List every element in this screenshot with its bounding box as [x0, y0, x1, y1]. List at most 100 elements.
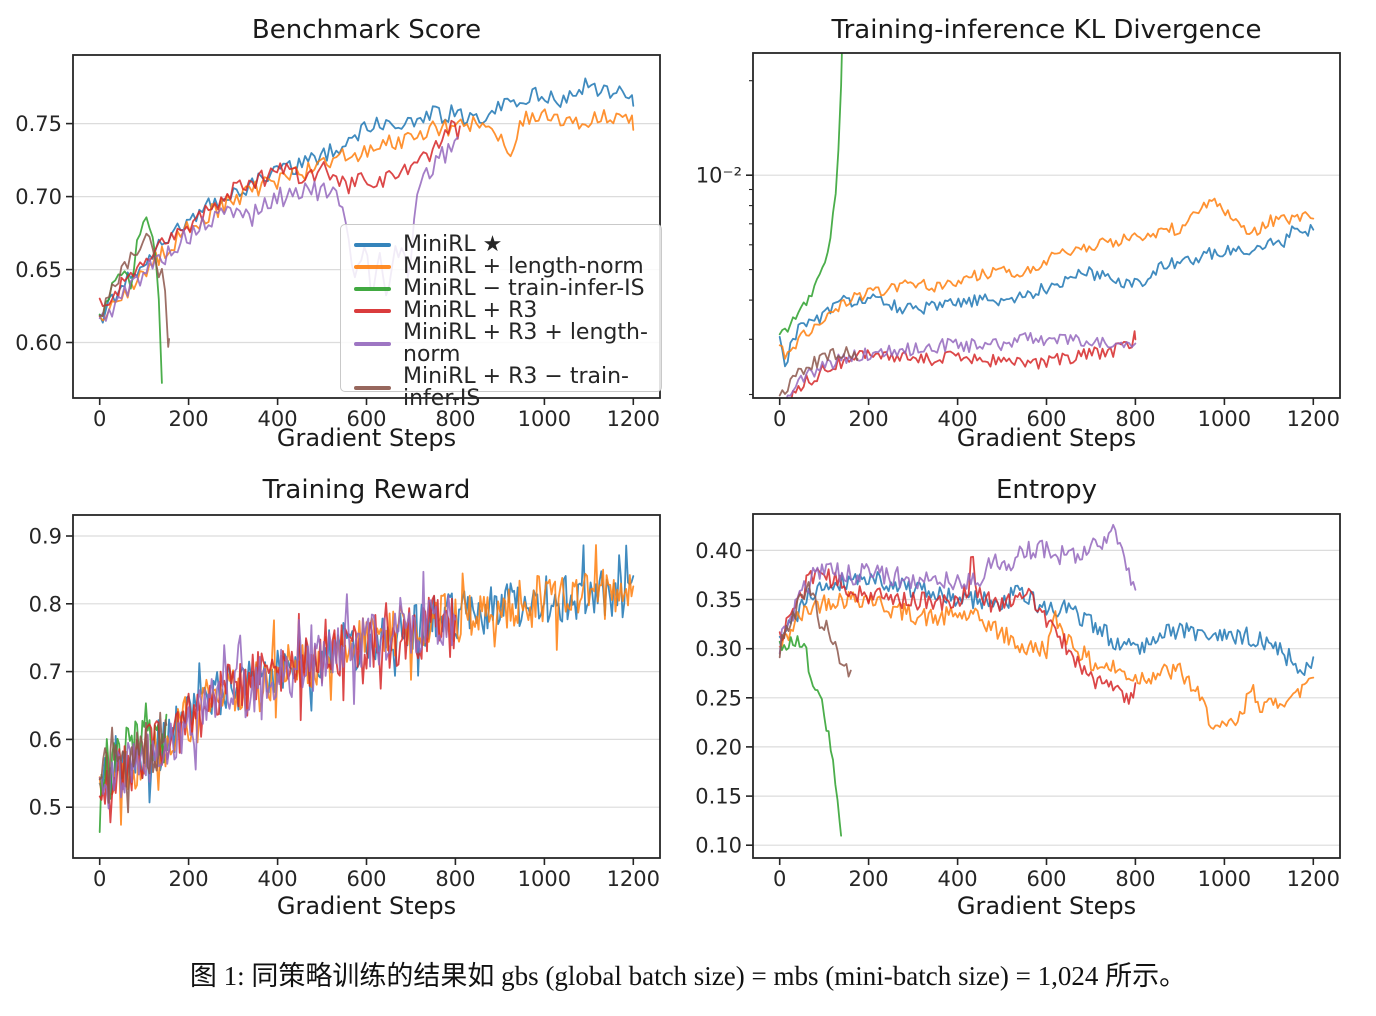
x-tick-label: 1000: [1198, 407, 1251, 431]
x-tick-label: 1200: [607, 867, 660, 891]
series-line: [98, 216, 163, 384]
x-tick-label: 600: [346, 867, 386, 891]
x-tick-label: 600: [1026, 407, 1066, 431]
legend-line-swatch: [354, 243, 391, 247]
kl-divergence-plot: 0 200 400 600 800 1000 1200 10⁻²: [696, 52, 1341, 431]
y-tick-label: 0.15: [695, 785, 742, 809]
y-tick-label: 0.25: [695, 686, 742, 710]
legend: MiniRL ★ MiniRL + length-norm MiniRL − tra…: [340, 224, 662, 410]
chart-title-benchmark-score: Benchmark Score: [251, 15, 482, 45]
legend-item: MiniRL − train-infer-IS: [354, 278, 655, 300]
y-tick-label: 10⁻²: [696, 164, 742, 188]
legend-item-label: MiniRL + R3 − train-infer-IS: [403, 364, 629, 411]
y-tick-label: 0.75: [15, 112, 62, 136]
series-line: [790, 330, 1137, 398]
x-axis-label: Gradient Steps: [956, 424, 1137, 452]
x-tick-label: 0: [773, 407, 786, 431]
training-reward-plot: 0 200 400 600 800 1000 1200 0.5 0.6 0.7 0.8 0.9: [29, 514, 661, 891]
x-tick-label: 200: [169, 407, 209, 431]
legend-line-swatch: [354, 342, 391, 346]
x-tick-label: 400: [938, 407, 978, 431]
legend-line-swatch: [354, 309, 391, 313]
series-line: [98, 711, 168, 814]
legend-item: MiniRL ★: [354, 234, 655, 256]
y-tick-label: 0.20: [695, 735, 742, 759]
x-tick-label: 400: [258, 407, 298, 431]
x-tick-label: 1200: [607, 407, 660, 431]
x-tick-label: 800: [435, 867, 475, 891]
chart-benchmark-score: 0 200 400 600 800 1000 1200 0.60 0.65 0.70 0.75 Be…: [0, 0, 688, 460]
x-tick-label: 1000: [1198, 867, 1251, 891]
plot-border: [752, 513, 1341, 859]
y-tick-label: 0.35: [695, 588, 742, 612]
series-line: [778, 223, 1315, 368]
figure-caption: 图 1: 同策略训练的结果如 gbs (global batch size) =…: [189, 961, 1187, 991]
legend-item: MiniRL + R3: [354, 300, 655, 322]
x-axis-label: Gradient Steps: [956, 892, 1137, 920]
y-tick-label: 0.7: [29, 660, 62, 684]
chart-entropy: 0 200 400 600 800 1000 1200 0.10 0.15 0.20 0.25 0.3…: [688, 460, 1376, 930]
series-line: [98, 119, 461, 308]
series-line: [98, 544, 635, 826]
chart-training-reward: 0 200 400 600 800 1000 1200 0.5 0.6 0.7 0.8 0.9 Tra…: [0, 460, 688, 930]
benchmark-score-plot: 0 200 400 600 800 1000 1200 0.60 0.65 0.70 0.75: [15, 54, 661, 431]
series-line: [778, 53, 843, 336]
x-tick-label: 400: [938, 867, 978, 891]
y-tick-label: 0.9: [29, 525, 62, 549]
legend-line-swatch: [354, 287, 391, 291]
y-tick-label: 0.70: [15, 185, 62, 209]
series-line: [778, 581, 852, 678]
y-tick-label: 0.30: [695, 637, 742, 661]
legend-item: MiniRL + R3 + length-norm: [354, 322, 655, 366]
x-tick-label: 600: [1026, 867, 1066, 891]
chart-title-training-reward: Training Reward: [262, 475, 471, 505]
chart-title-entropy: Entropy: [995, 475, 1098, 505]
x-tick-label: 200: [169, 867, 209, 891]
series-line: [778, 523, 1137, 655]
series-line: [778, 635, 843, 837]
entropy-plot: 0 200 400 600 800 1000 1200 0.10 0.15 0.20 0.25 0.3…: [695, 513, 1341, 891]
x-tick-label: 800: [435, 407, 475, 431]
series-line: [778, 555, 1137, 705]
x-tick-label: 0: [93, 407, 106, 431]
y-tick-label: 0.8: [29, 592, 62, 616]
legend-item-label: MiniRL ★: [403, 232, 503, 257]
legend-item-label: MiniRL + R3 + length-norm: [403, 320, 648, 367]
x-tick-label: 600: [346, 407, 386, 431]
legend-item-label: MiniRL − train-infer-IS: [403, 276, 645, 301]
x-tick-label: 0: [93, 867, 106, 891]
x-tick-label: 1200: [1287, 407, 1340, 431]
legend-line-swatch: [354, 386, 391, 390]
legend-item-label: MiniRL + length-norm: [403, 254, 644, 279]
x-tick-label: 200: [849, 407, 889, 431]
x-tick-label: 800: [1115, 407, 1155, 431]
legend-item: MiniRL + length-norm: [354, 256, 655, 278]
series-line: [778, 571, 1315, 677]
y-tick-label: 0.10: [695, 834, 742, 858]
x-tick-label: 400: [258, 867, 298, 891]
series-line: [778, 346, 859, 397]
y-tick-label: 0.6: [29, 728, 62, 752]
series-line: [98, 570, 457, 810]
series-line: [98, 77, 635, 324]
y-tick-label: 0.40: [695, 539, 742, 563]
y-tick-label: 0.65: [15, 258, 62, 282]
x-tick-label: 800: [1115, 867, 1155, 891]
series-line: [778, 197, 1315, 360]
chart-training-inference-kl: 0 200 400 600 800 1000 1200 10⁻² Training-infer…: [688, 0, 1376, 460]
legend-item-label: MiniRL + R3: [403, 298, 538, 323]
y-tick-label: 0.5: [29, 796, 62, 820]
x-tick-label: 1200: [1287, 867, 1340, 891]
figure-panel-grid: 0 200 400 600 800 1000 1200 0.60 0.65 0.70 0.75 Be…: [0, 0, 1376, 930]
series-line: [785, 331, 1137, 398]
plot-border: [72, 514, 661, 859]
x-axis-label: Gradient Steps: [276, 424, 457, 452]
legend-line-swatch: [354, 265, 391, 269]
x-tick-label: 1000: [518, 867, 571, 891]
legend-item: MiniRL + R3 − train-infer-IS: [354, 366, 655, 410]
series-line: [98, 232, 171, 348]
x-tick-label: 0: [773, 867, 786, 891]
x-tick-label: 200: [849, 867, 889, 891]
chart-title-kl-divergence: Training-inference KL Divergence: [831, 15, 1262, 45]
x-tick-label: 1000: [518, 407, 571, 431]
